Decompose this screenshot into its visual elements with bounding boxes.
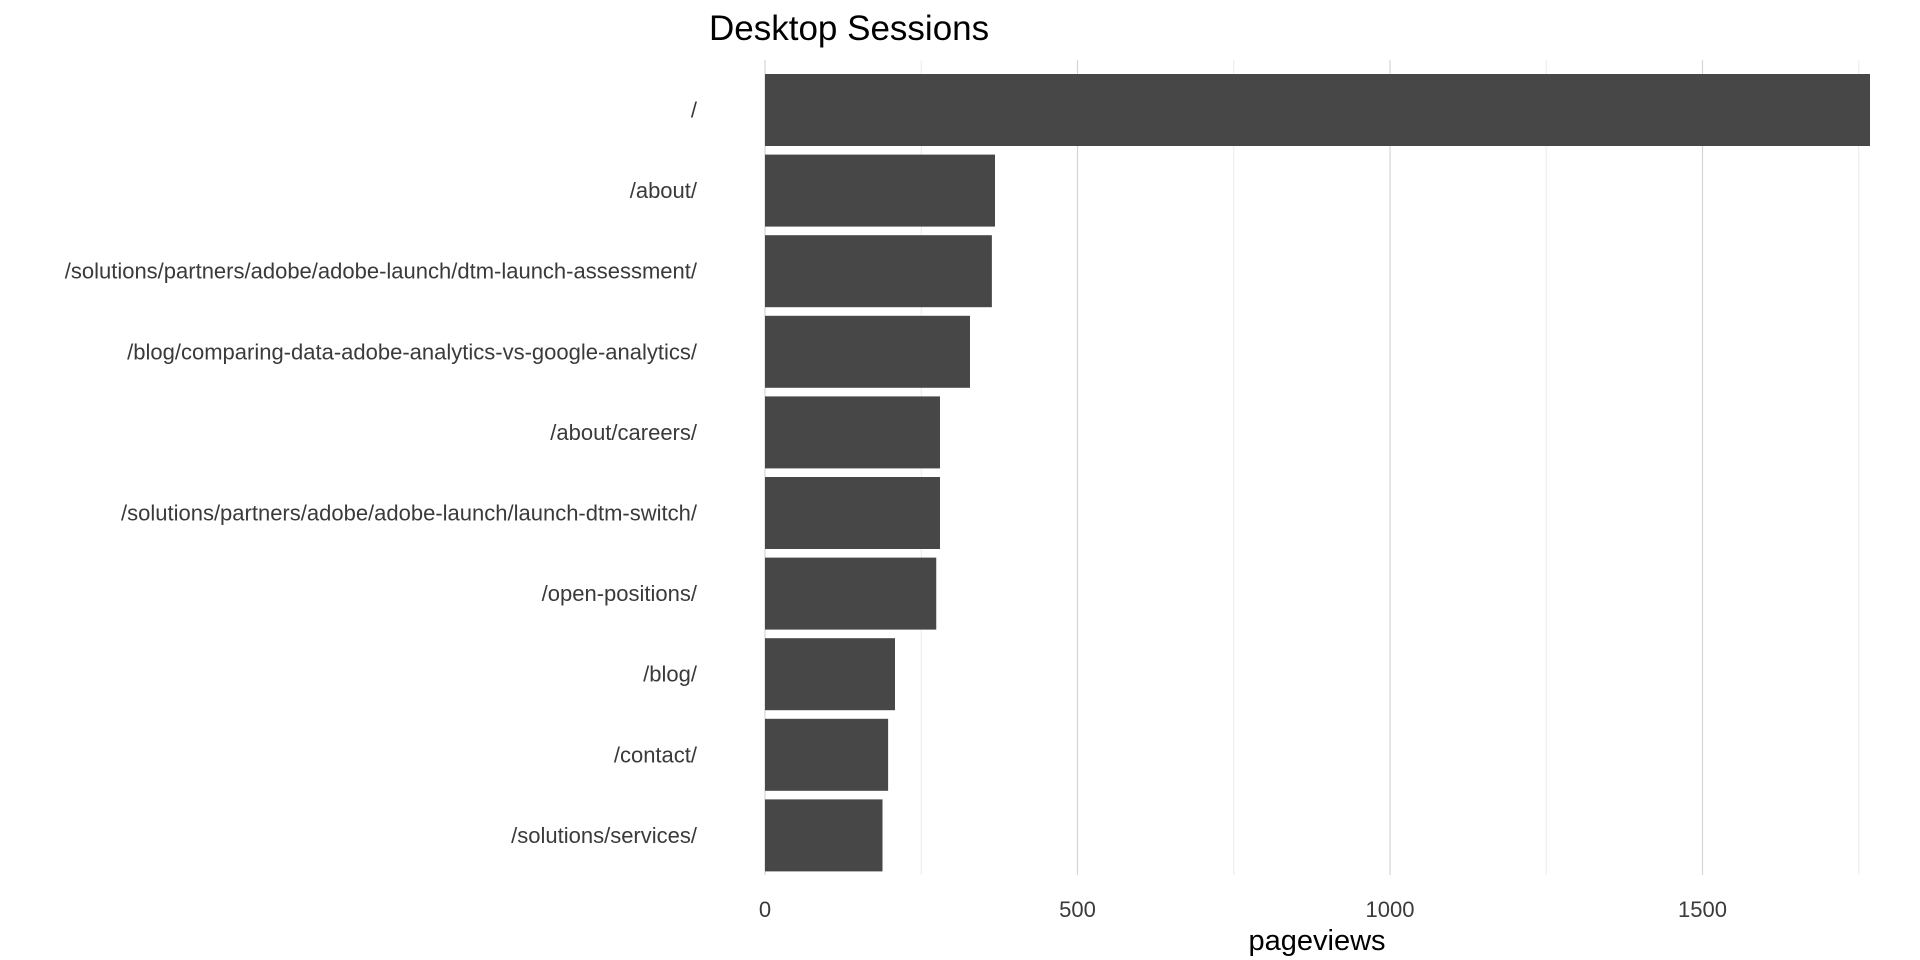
category-labels: / /about/ /solutions/partners/adobe/adobe-… <box>65 98 698 848</box>
category-label-1: /about/ <box>630 178 698 203</box>
x-tick-label-1: 500 <box>1059 897 1096 922</box>
x-tick-label-3: 1500 <box>1678 897 1727 922</box>
category-label-0: / <box>691 98 698 123</box>
category-label-6: /open-positions/ <box>542 581 698 606</box>
bar-8 <box>765 718 889 791</box>
bar-0 <box>765 74 1870 146</box>
bar-5 <box>765 477 940 549</box>
category-label-8: /contact/ <box>614 742 698 767</box>
category-label-3: /blog/comparing-data-adobe-analytics-vs-… <box>127 339 698 364</box>
bars <box>765 74 1870 872</box>
bar-1 <box>765 154 995 227</box>
bar-3 <box>765 315 970 388</box>
x-tick-label-2: 1000 <box>1366 897 1415 922</box>
x-tick-labels: 0 500 1000 1500 <box>759 897 1727 922</box>
bar-6 <box>765 557 937 630</box>
category-label-5: /solutions/partners/adobe/adobe-launch/l… <box>121 501 698 526</box>
chart-title: Desktop Sessions <box>709 9 989 48</box>
bar-9 <box>765 799 883 872</box>
bar-7 <box>765 638 895 711</box>
bar-2 <box>765 235 992 308</box>
category-label-9: /solutions/services/ <box>511 823 698 848</box>
category-label-2: /solutions/partners/adobe/adobe-launch/d… <box>65 259 698 284</box>
category-label-7: /blog/ <box>643 662 698 687</box>
bar-4 <box>765 396 940 469</box>
category-label-4: /about/careers/ <box>550 420 698 445</box>
x-axis-title: pageviews <box>1248 925 1385 957</box>
x-tick-label-0: 0 <box>759 897 771 922</box>
